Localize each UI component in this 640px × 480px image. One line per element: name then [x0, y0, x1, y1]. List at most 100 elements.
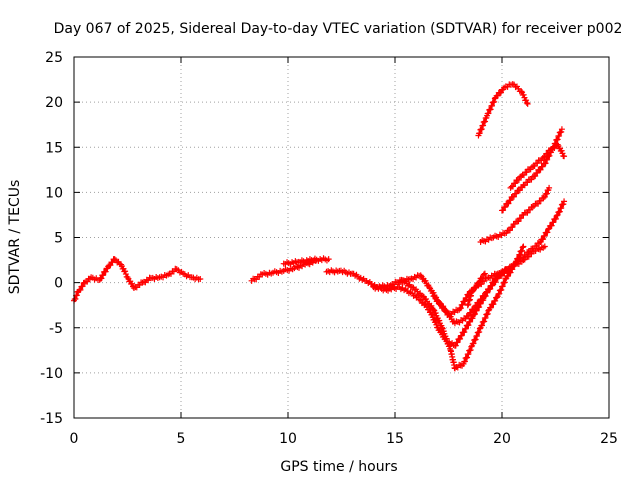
data-point: [461, 329, 468, 336]
data-point: [469, 288, 476, 295]
data-point: [528, 176, 535, 183]
data-point: [480, 122, 487, 129]
data-point: [520, 172, 527, 179]
series-track-13: [499, 243, 548, 277]
data-point: [523, 99, 530, 106]
x-tick-label: 20: [493, 431, 511, 447]
data-point: [478, 296, 485, 303]
series-track-6: [396, 266, 512, 318]
data-point: [540, 236, 547, 243]
data-point: [510, 193, 517, 200]
series-track-12: [477, 184, 553, 246]
data-point: [487, 106, 494, 113]
data-point: [419, 293, 426, 300]
data-point: [479, 322, 486, 329]
data-point: [515, 176, 522, 183]
x-tick-label: 5: [177, 431, 186, 447]
data-point: [534, 160, 541, 167]
data-point: [544, 150, 551, 157]
x-tick-label: 10: [279, 431, 297, 447]
data-point: [464, 354, 471, 361]
data-point: [405, 282, 412, 289]
data-point: [505, 200, 512, 207]
data-point: [433, 321, 440, 328]
data-point: [509, 224, 516, 231]
y-tick-label: -15: [40, 411, 63, 427]
data-point: [556, 132, 563, 139]
y-axis-label: SDTVAR / TECUs: [7, 180, 23, 295]
data-point: [77, 286, 84, 293]
x-axis-label: GPS time / hours: [280, 459, 397, 475]
chart-title: Day 067 of 2025, Sidereal Day-to-day VTE…: [54, 21, 623, 37]
data-point: [520, 91, 527, 98]
y-tick-label: -10: [40, 366, 63, 382]
data-point: [482, 118, 489, 125]
data-point: [476, 328, 483, 335]
data-point: [517, 215, 524, 222]
data-point: [529, 204, 536, 211]
x-tick-label: 0: [70, 431, 79, 447]
data-point: [481, 318, 488, 325]
data-point: [458, 332, 465, 339]
data-point: [490, 301, 497, 308]
data-point: [481, 278, 488, 285]
data-point: [504, 273, 511, 280]
data-point: [542, 153, 549, 160]
data-point: [498, 286, 505, 293]
data-point: [100, 272, 107, 279]
y-tick-label: 10: [45, 185, 63, 201]
data-point: [556, 208, 563, 215]
data-point: [471, 306, 478, 313]
data-points: [71, 81, 568, 372]
data-point: [525, 253, 532, 260]
data-point: [507, 197, 514, 204]
data-point: [476, 299, 483, 306]
data-point: [512, 180, 519, 187]
data-point: [535, 200, 542, 207]
data-point: [540, 195, 547, 202]
y-tick-label: 5: [54, 231, 63, 247]
data-point: [545, 226, 552, 233]
data-point: [492, 279, 499, 286]
data-point: [506, 227, 513, 234]
data-point: [197, 276, 204, 283]
data-point: [473, 283, 480, 290]
y-tick-label: 0: [54, 276, 63, 292]
data-point: [524, 179, 531, 186]
data-point: [537, 166, 544, 173]
data-point: [436, 317, 443, 324]
data-point: [558, 126, 565, 133]
data-point: [544, 229, 551, 236]
data-point: [519, 244, 526, 251]
data-point: [73, 292, 80, 299]
data-point: [107, 262, 114, 269]
data-point: [325, 256, 332, 263]
data-point: [541, 243, 548, 250]
data-point: [513, 190, 520, 197]
data-point: [475, 279, 482, 286]
data-point: [102, 268, 109, 275]
data-point: [478, 126, 485, 133]
data-point: [470, 340, 477, 347]
data-point: [481, 270, 488, 277]
series-track-7: [430, 198, 568, 327]
data-point: [539, 163, 546, 170]
data-point: [493, 294, 500, 301]
data-point: [480, 271, 487, 278]
data-point: [481, 292, 488, 299]
data-point: [457, 305, 464, 312]
data-point: [492, 297, 499, 304]
x-tick-label: 15: [386, 431, 404, 447]
data-point: [461, 358, 468, 365]
data-point: [485, 110, 492, 117]
data-point: [541, 193, 548, 200]
data-point: [550, 219, 557, 226]
data-point: [501, 279, 508, 286]
data-point: [532, 173, 539, 180]
data-point: [523, 169, 530, 176]
data-point: [489, 282, 496, 289]
data-point: [457, 335, 464, 342]
data-point: [536, 240, 543, 247]
